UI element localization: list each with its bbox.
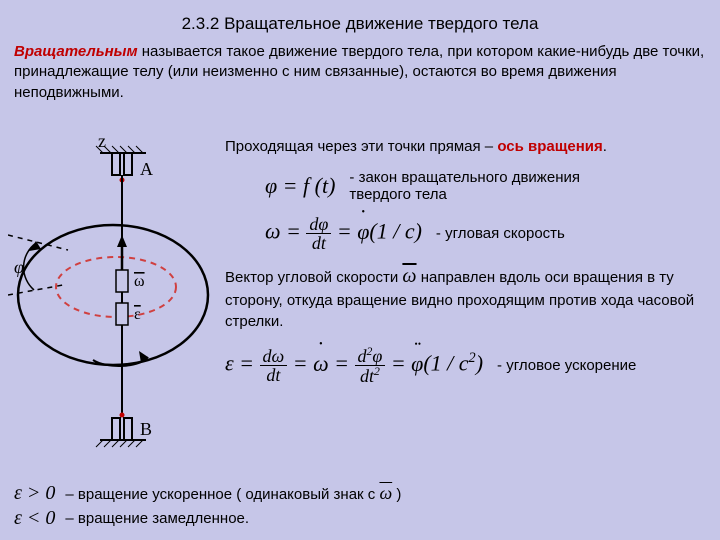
definition-paragraph: Вращательным называется такое движение т…	[0, 42, 720, 109]
equation-epsilon: ε = dωdt = ω = d2φdt2 = φ(1 / c2)	[225, 346, 483, 385]
cond1-symbol: ε > 0	[14, 482, 55, 505]
axis-line: Проходящая через эти точки прямая – ось …	[225, 138, 705, 155]
omega-bar-symbol: ω	[402, 265, 416, 287]
cond2-text: – вращение замедленное.	[65, 510, 249, 527]
definition-term: Вращательным	[14, 43, 138, 60]
eq2-note: - угловая скорость	[436, 225, 565, 242]
B-label: B	[140, 419, 152, 439]
equation-phi: φ = f (t)	[265, 173, 335, 199]
axis-term: ось вращения	[497, 138, 602, 155]
phi-label: φ	[14, 257, 24, 277]
bottom-conditions: ε > 0 – вращение ускоренное ( одинаковый…	[14, 480, 704, 532]
cond2-symbol: ε < 0	[14, 507, 55, 530]
epsilon-label: ε	[134, 306, 141, 323]
omega-label: ω	[134, 273, 145, 290]
vector-direction-text: Вектор угловой скорости ω направлен вдол…	[225, 262, 705, 332]
equation-omega: ω = dφdt = φ(1 / c)	[265, 215, 422, 252]
section-title: 2.3.2 Вращательное движение твердого тел…	[0, 0, 720, 42]
cond1-text: – вращение ускоренное ( одинаковый знак …	[65, 483, 401, 504]
eq1-note: - закон вращательного движения твердого …	[349, 169, 609, 203]
A-label: A	[140, 159, 153, 179]
eq3-note: - угловое ускорение	[497, 357, 636, 374]
rotation-diagram: z A ω ε φ B	[8, 135, 218, 455]
right-column: Проходящая через эти точки прямая – ось …	[225, 138, 705, 391]
